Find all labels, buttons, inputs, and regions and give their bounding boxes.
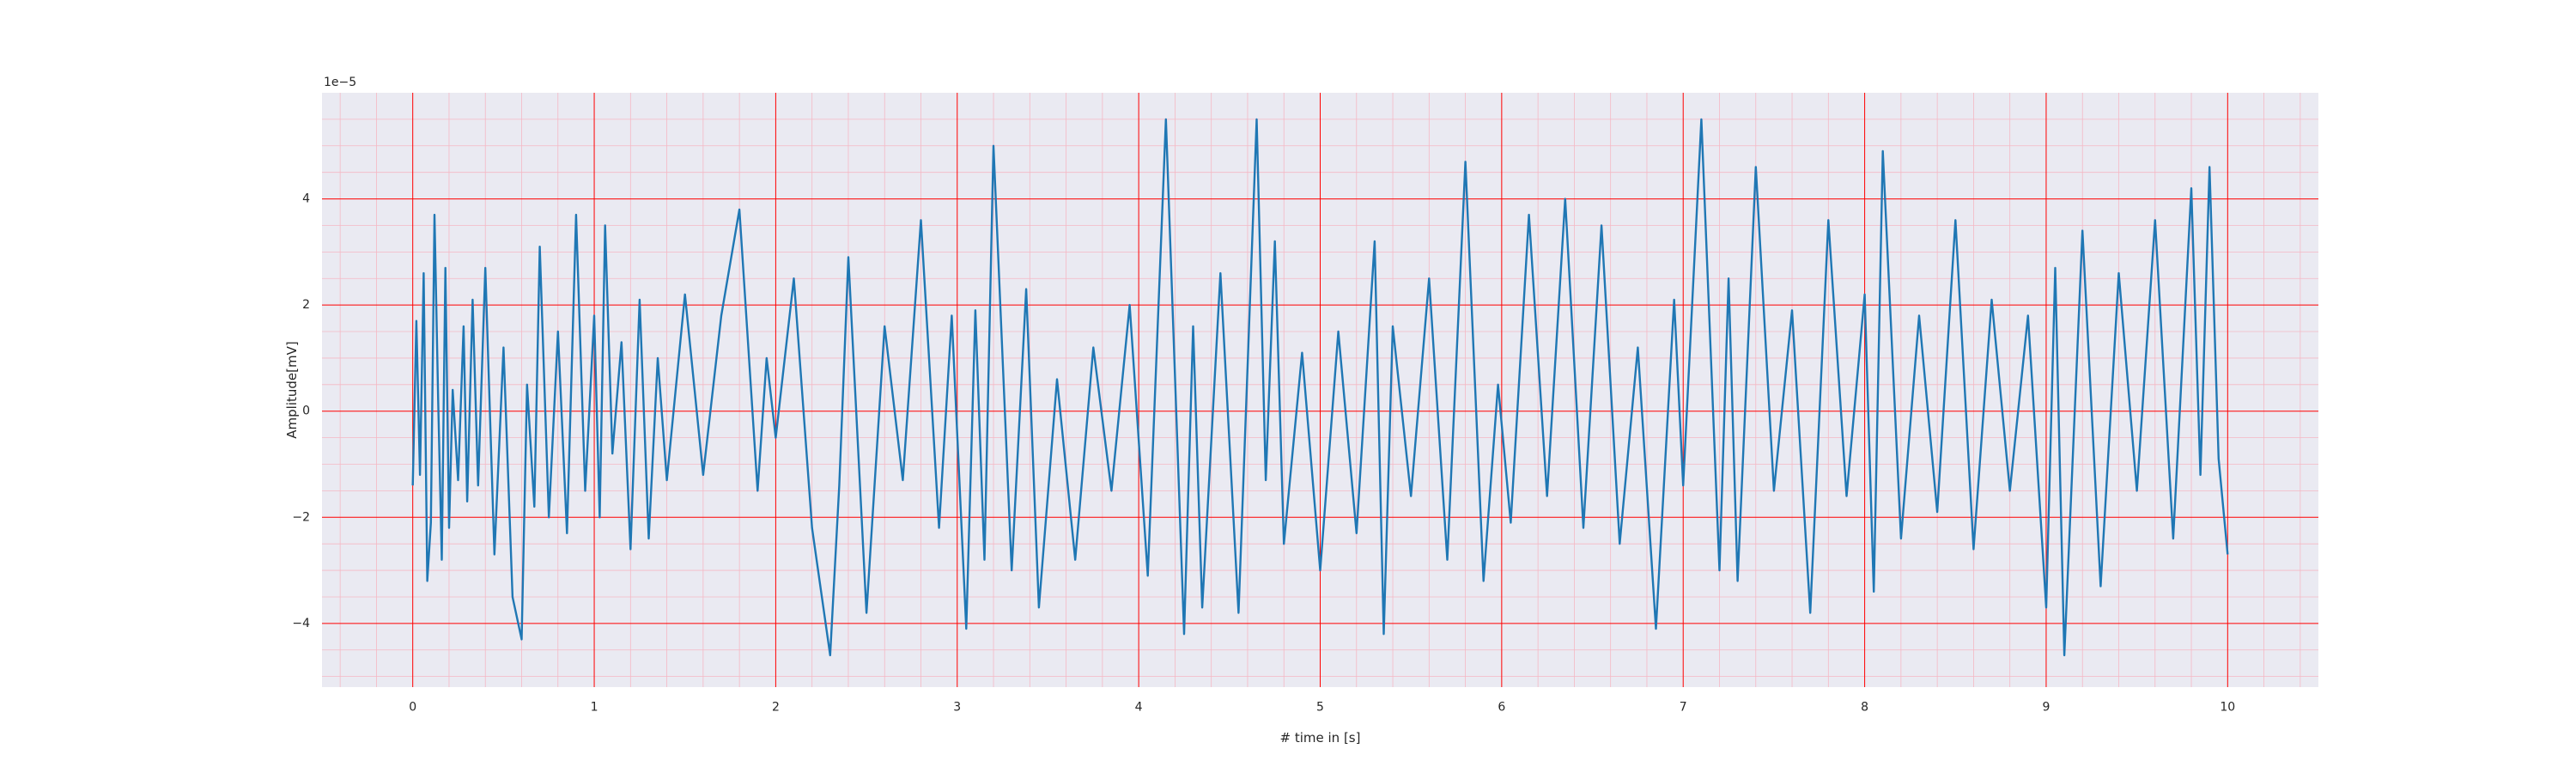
y-axis-title: Amplitude[mV] [284,341,300,438]
y-tick-label: 4 [302,192,310,206]
x-axis-ticks: 0 1 2 3 4 5 6 7 8 9 10 [409,701,2235,715]
y-tick-label: 2 [302,298,310,312]
x-tick-label: 1 [591,701,598,715]
x-tick-label: 6 [1498,701,1505,715]
y-axis-ticks: −4 −2 0 2 4 [292,192,310,630]
x-tick-label: 2 [772,701,780,715]
x-tick-label: 9 [2042,701,2050,715]
y-tick-label: −2 [292,510,310,524]
y-tick-label: −4 [292,617,310,630]
y-tick-label: 0 [302,405,310,418]
x-tick-label: 0 [409,701,416,715]
x-tick-label: 4 [1135,701,1143,715]
series-line [411,118,2229,657]
x-tick-label: 7 [1680,701,1687,715]
y-axis-offset-label: 1e−5 [324,76,356,89]
x-tick-label: 10 [2220,701,2235,715]
x-tick-label: 8 [1861,701,1868,715]
x-axis-title: # time in [s] [1280,730,1361,746]
x-tick-label: 5 [1316,701,1324,715]
x-tick-label: 3 [953,701,961,715]
